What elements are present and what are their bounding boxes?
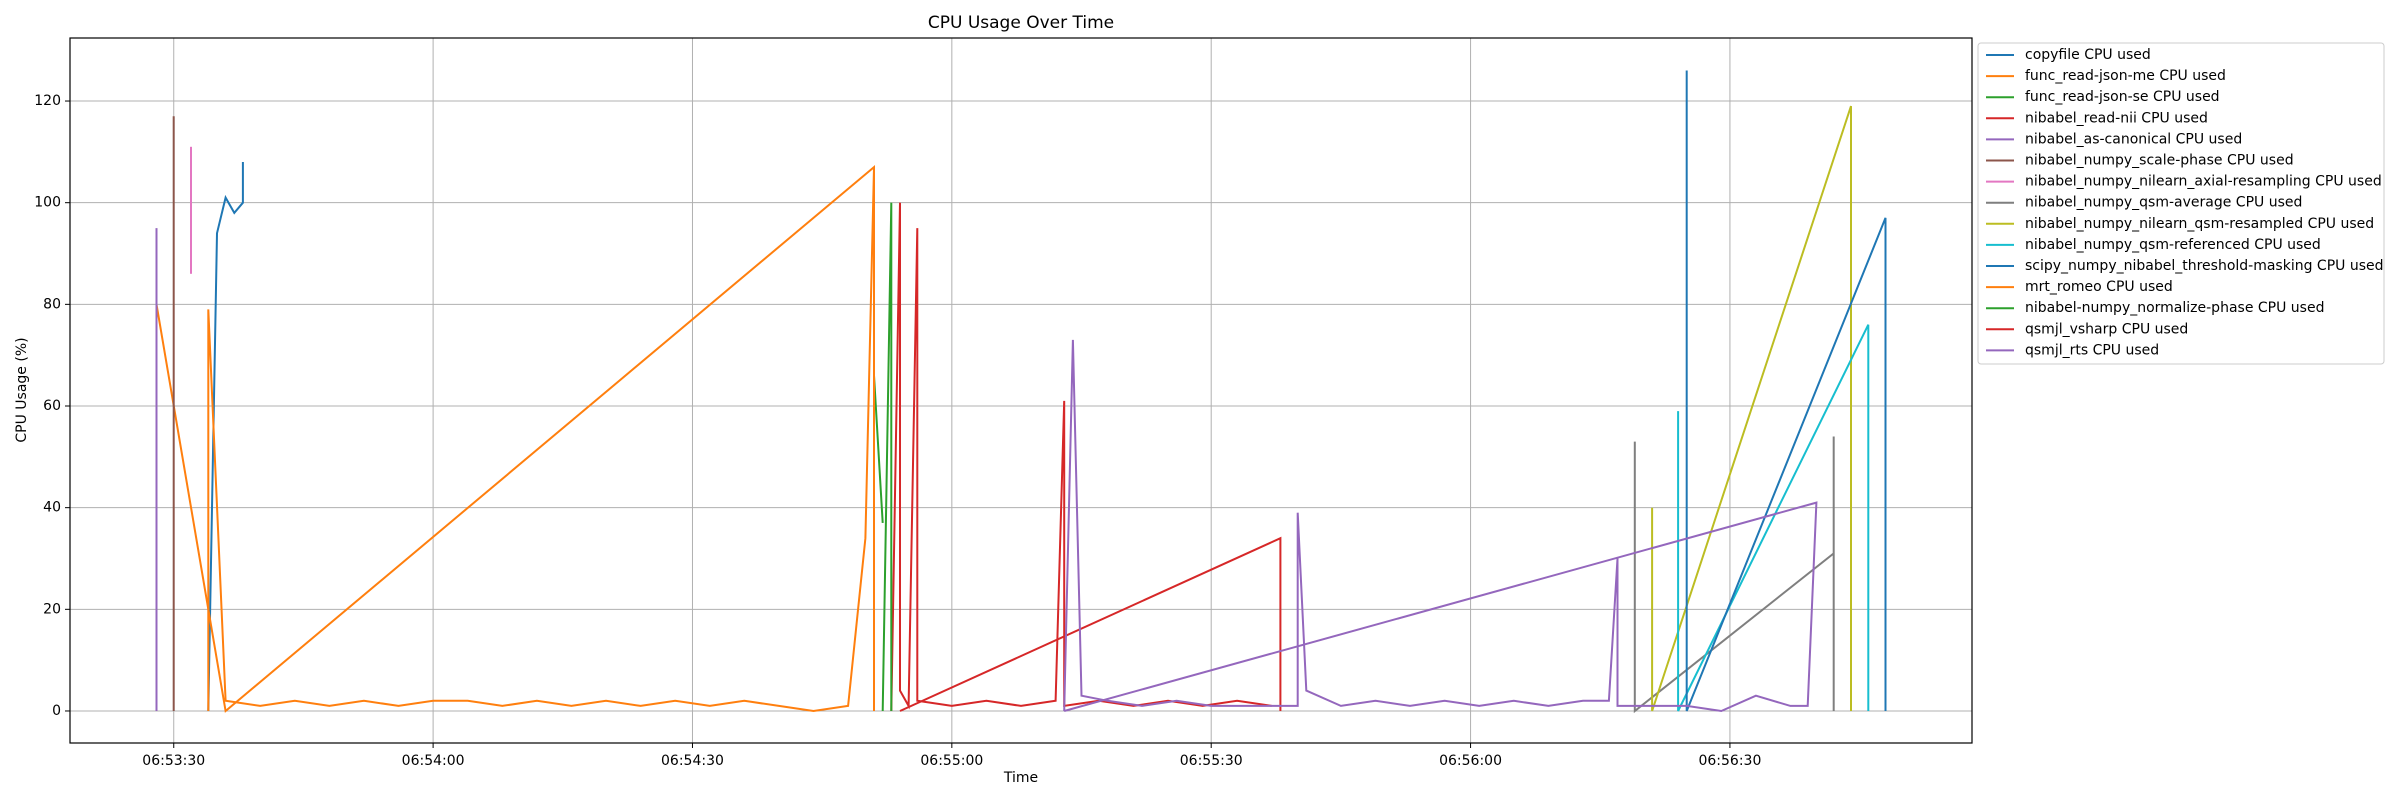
x-tick-label: 06:55:30	[1180, 753, 1243, 769]
plot-lines	[155, 70, 1887, 714]
legend-label: copyfile CPU used	[2025, 47, 2151, 63]
legend-label: nibabel-numpy_normalize-phase CPU used	[2025, 300, 2324, 316]
series-line	[207, 162, 244, 712]
x-tick-label: 06:53:30	[142, 753, 205, 769]
legend-box	[1977, 42, 2385, 365]
y-tick-label: 80	[43, 296, 61, 312]
series-line	[155, 164, 875, 713]
legend-label: nibabel_numpy_qsm-referenced CPU used	[2025, 237, 2321, 253]
x-tick-label: 06:55:00	[920, 753, 983, 769]
legend-label: nibabel_read-nii CPU used	[2025, 110, 2208, 126]
x-axis-label: Time	[1003, 770, 1038, 786]
plot-frame	[69, 37, 1973, 744]
x-tick-label: 06:56:00	[1439, 753, 1502, 769]
legend-label: nibabel_numpy_nilearn_axial-resampling C…	[2025, 174, 2382, 190]
y-axis-label: CPU Usage (%)	[14, 337, 30, 442]
x-tick-label: 06:54:30	[661, 753, 724, 769]
series-line	[899, 536, 1282, 712]
y-tick-label: 40	[43, 500, 61, 516]
legend-label: qsmjl_vsharp CPU used	[2025, 321, 2188, 337]
series-line	[873, 375, 884, 711]
series-line	[881, 202, 893, 712]
series-line	[1063, 339, 1818, 713]
y-tick-label: 120	[34, 93, 61, 109]
legend-label: nibabel_numpy_qsm-average CPU used	[2025, 195, 2302, 211]
series-line	[1651, 105, 1852, 712]
legend-label: scipy_numpy_nibabel_threshold-masking CP…	[2025, 258, 2384, 274]
series-line	[890, 202, 1272, 712]
series-line	[207, 167, 875, 713]
chart-title: CPU Usage Over Time	[928, 13, 1114, 33]
legend-label: func_read-json-me CPU used	[2025, 68, 2226, 84]
legend-label: mrt_romeo CPU used	[2025, 279, 2173, 295]
legend-label: nibabel_as-canonical CPU used	[2025, 131, 2242, 147]
legend-label: qsmjl_rts CPU used	[2025, 342, 2159, 358]
grid: 0 20 40 60 80 100 120 06:53:30 06:54:00 06:54:30 0…	[34, 38, 1972, 769]
legend: copyfile CPU used func_read-json-me CPU u…	[1986, 47, 2384, 358]
series-line	[1677, 324, 1870, 712]
legend-label: nibabel_numpy_nilearn_qsm-resampled CPU …	[2025, 216, 2374, 232]
y-tick-label: 60	[43, 398, 61, 414]
series-line	[1633, 436, 1835, 714]
y-tick-label: 100	[34, 195, 61, 211]
x-tick-label: 06:54:00	[402, 753, 465, 769]
y-tick-label: 20	[43, 601, 61, 617]
y-tick-label: 0	[52, 703, 61, 719]
x-tick-label: 06:56:30	[1698, 753, 1761, 769]
legend-label: func_read-json-se CPU used	[2025, 89, 2220, 105]
legend-label: nibabel_numpy_scale-phase CPU used	[2025, 153, 2294, 169]
series-line	[1685, 70, 1887, 712]
